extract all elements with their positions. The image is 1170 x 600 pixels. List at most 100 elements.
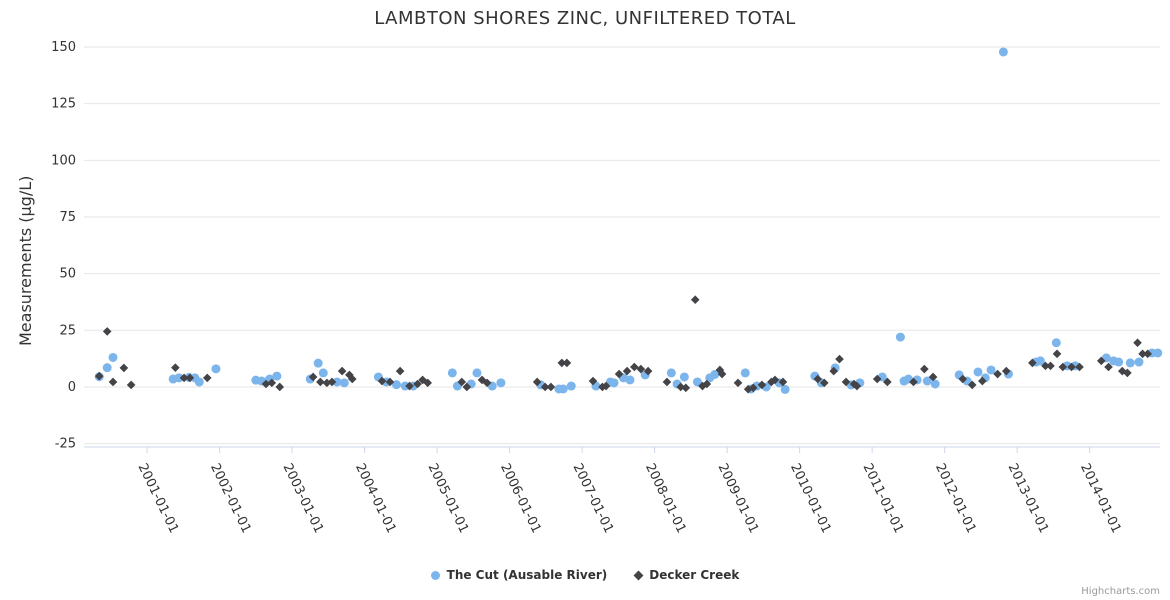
data-point[interactable] — [852, 381, 862, 391]
data-point[interactable] — [622, 366, 632, 376]
data-point[interactable] — [1114, 357, 1124, 367]
data-point[interactable] — [1041, 361, 1050, 371]
data-point[interactable] — [993, 369, 1002, 379]
data-point[interactable] — [778, 377, 788, 387]
data-point[interactable] — [337, 366, 347, 376]
data-point[interactable] — [532, 377, 542, 387]
data-point[interactable] — [601, 381, 611, 391]
data-point[interactable] — [625, 375, 635, 385]
data-point[interactable] — [636, 364, 646, 374]
data-point[interactable] — [872, 374, 882, 384]
data-point[interactable] — [318, 368, 328, 378]
data-point[interactable] — [108, 352, 118, 362]
data-point[interactable] — [986, 365, 996, 375]
data-point[interactable] — [998, 47, 1008, 57]
data-point[interactable] — [928, 372, 938, 382]
data-point[interactable] — [681, 383, 691, 393]
data-point[interactable] — [676, 382, 686, 392]
data-point[interactable] — [194, 377, 204, 387]
data-point[interactable] — [909, 377, 918, 387]
data-point[interactable] — [558, 384, 568, 394]
data-point[interactable] — [540, 382, 550, 392]
data-point[interactable] — [588, 376, 598, 386]
data-point[interactable] — [339, 378, 349, 388]
data-point[interactable] — [702, 379, 712, 389]
data-point[interactable] — [1028, 358, 1037, 368]
data-point[interactable] — [472, 368, 482, 378]
data-point[interactable] — [1051, 338, 1061, 348]
data-point[interactable] — [413, 379, 422, 389]
data-point[interactable] — [1067, 362, 1076, 372]
series-points-the-cut[interactable] — [94, 47, 1163, 394]
data-point[interactable] — [377, 376, 387, 386]
data-point[interactable] — [171, 363, 180, 372]
data-point[interactable] — [1134, 357, 1144, 367]
data-point[interactable] — [1153, 348, 1163, 358]
data-point[interactable] — [922, 376, 932, 386]
data-point[interactable] — [102, 327, 112, 336]
data-point[interactable] — [767, 377, 776, 387]
data-point[interactable] — [895, 332, 905, 342]
data-point[interactable] — [609, 378, 619, 388]
data-point[interactable] — [1046, 361, 1055, 371]
data-point[interactable] — [780, 384, 790, 394]
data-point[interactable] — [930, 379, 940, 389]
data-point[interactable] — [345, 370, 354, 380]
data-point[interactable] — [392, 380, 402, 390]
data-point[interactable] — [1125, 358, 1135, 368]
data-point[interactable] — [267, 378, 277, 388]
data-point[interactable] — [102, 363, 112, 373]
data-point[interactable] — [835, 354, 844, 364]
data-point[interactable] — [202, 373, 212, 383]
data-point[interactable] — [308, 372, 318, 382]
data-point[interactable] — [1052, 349, 1062, 359]
data-point[interactable] — [978, 376, 987, 386]
data-point[interactable] — [275, 382, 285, 392]
data-point[interactable] — [261, 379, 271, 389]
data-point[interactable] — [1058, 362, 1068, 372]
data-point[interactable] — [1143, 349, 1152, 359]
data-point[interactable] — [395, 366, 405, 376]
data-point[interactable] — [1123, 368, 1132, 378]
data-point[interactable] — [733, 378, 743, 388]
data-point[interactable] — [185, 373, 195, 383]
data-point[interactable] — [179, 373, 189, 383]
data-point[interactable] — [477, 375, 487, 385]
data-point[interactable] — [332, 377, 342, 387]
data-point[interactable] — [1133, 338, 1142, 348]
data-point[interactable] — [743, 384, 753, 394]
data-point[interactable] — [119, 363, 129, 373]
credits-link[interactable]: Highcharts.com — [1081, 586, 1160, 597]
data-point[interactable] — [400, 381, 410, 391]
legend-item-the-cut[interactable]: The Cut (Ausable River) — [430, 568, 607, 582]
data-point[interactable] — [557, 358, 567, 368]
data-point[interactable] — [316, 377, 325, 387]
data-point[interactable] — [1104, 362, 1113, 372]
data-point[interactable] — [1138, 349, 1147, 359]
legend-item-decker-creek[interactable]: Decker Creek — [633, 568, 739, 582]
data-point[interactable] — [748, 383, 758, 393]
data-point[interactable] — [690, 295, 700, 304]
data-point[interactable] — [1001, 366, 1011, 376]
data-point[interactable] — [447, 368, 457, 378]
data-point[interactable] — [666, 368, 676, 378]
data-point[interactable] — [819, 378, 829, 388]
data-point[interactable] — [829, 366, 839, 376]
data-point[interactable] — [973, 367, 983, 377]
data-point[interactable] — [174, 373, 184, 383]
data-point[interactable] — [813, 374, 823, 384]
data-point[interactable] — [770, 375, 780, 385]
data-point[interactable] — [630, 362, 639, 372]
data-point[interactable] — [883, 377, 892, 387]
data-point[interactable] — [272, 371, 282, 381]
data-point[interactable] — [211, 364, 221, 374]
data-point[interactable] — [546, 382, 556, 392]
series-points-decker-creek[interactable] — [94, 295, 1152, 394]
data-point[interactable] — [692, 377, 702, 387]
data-point[interactable] — [562, 358, 572, 368]
data-point[interactable] — [710, 369, 720, 379]
data-point[interactable] — [108, 377, 118, 387]
data-point[interactable] — [126, 380, 136, 390]
data-point[interactable] — [717, 369, 727, 379]
data-point[interactable] — [958, 374, 968, 384]
